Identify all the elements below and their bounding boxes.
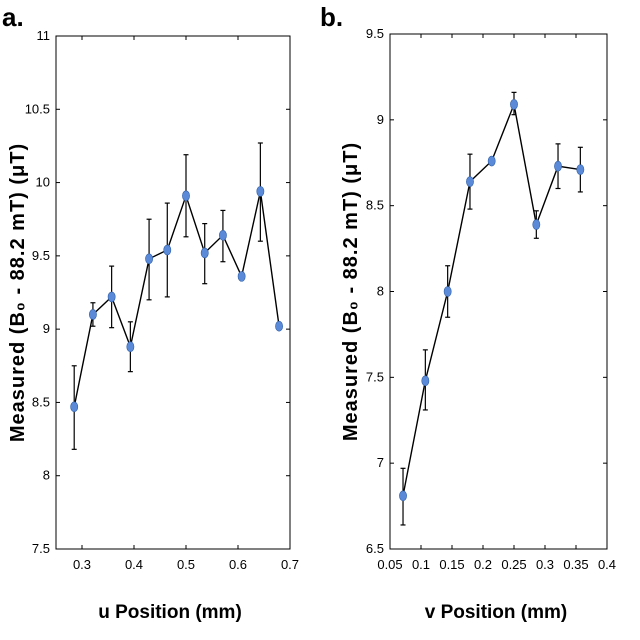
plot-frame <box>389 33 608 550</box>
data-point <box>576 164 585 175</box>
y-tick-label: 8.5 <box>32 394 50 409</box>
data-point <box>510 99 518 110</box>
x-tick-label: 0.35 <box>563 557 588 572</box>
y-tick-label: 9.5 <box>32 248 50 263</box>
y-tick-label: 10.5 <box>25 101 50 116</box>
series-line <box>73 191 280 407</box>
data-point <box>145 253 153 265</box>
y-tick-label: 9 <box>377 112 384 127</box>
panel-label: a. <box>2 2 24 32</box>
y-axis-label: Measured (B₀ - 88.2 mT) (μT) <box>340 142 362 441</box>
data-point <box>443 286 452 297</box>
x-tick-label: 0.05 <box>377 557 402 572</box>
x-tick-label: 0.1 <box>412 557 430 572</box>
y-tick-label: 11 <box>37 28 51 43</box>
y-tick-label: 10 <box>36 175 50 190</box>
y-tick-label: 7 <box>377 455 384 470</box>
x-tick-label: 0.5 <box>177 557 195 572</box>
x-tick-label: 0.25 <box>501 557 526 572</box>
x-tick-label: 0.4 <box>125 557 143 572</box>
data-point <box>487 155 496 167</box>
y-tick-label: 7.5 <box>366 369 384 384</box>
x-axis-label: u Position (mm) <box>98 602 242 623</box>
data-point <box>163 244 172 256</box>
y-tick-label: 8 <box>43 468 50 483</box>
data-point <box>89 309 97 320</box>
data-point <box>399 490 407 502</box>
x-axis-label: v Position (mm) <box>425 602 568 623</box>
data-point <box>219 230 227 241</box>
data-point <box>200 247 209 259</box>
data-point <box>182 190 190 202</box>
chart-panel-a: a. 0.3 0.4 0.5 0.6 0.7 7.5 8 8.5 9 9.5 10 10.5 11 u Po… <box>2 2 299 623</box>
chart-panel-b: b. 0.05 0.1 0.15 0.2 0.25 0.3 0.35 0.4 6.5 7 7.5 8 8.… <box>320 2 616 623</box>
x-tick-label: 0.7 <box>281 557 299 572</box>
y-tick-label: 7.5 <box>32 541 50 556</box>
data-point <box>126 341 135 353</box>
data-point <box>107 291 116 303</box>
data-point <box>237 271 246 282</box>
data-point <box>275 320 283 332</box>
y-axis-label: Measured (B₀ - 88.2 mT) (μT) <box>7 143 29 442</box>
x-tick-label: 0.4 <box>598 557 616 572</box>
y-tick-label: 6.5 <box>366 541 384 556</box>
x-tick-label: 0.2 <box>474 557 492 572</box>
y-tick-label: 8 <box>377 284 384 299</box>
y-tick-label: 9.5 <box>366 26 384 41</box>
data-point <box>70 401 79 413</box>
data-point <box>532 219 541 230</box>
plot-frame <box>55 35 291 550</box>
x-tick-label: 0.3 <box>73 557 91 572</box>
data-point <box>256 186 265 197</box>
data-point <box>554 160 562 172</box>
x-tick-label: 0.3 <box>536 557 554 572</box>
panel-label: b. <box>320 2 343 32</box>
x-tick-label: 0.15 <box>439 557 464 572</box>
data-point <box>466 176 474 187</box>
data-point <box>421 375 430 387</box>
y-tick-label: 9 <box>43 321 50 336</box>
y-tick-label: 8.5 <box>366 198 384 213</box>
x-tick-label: 0.6 <box>229 557 247 572</box>
